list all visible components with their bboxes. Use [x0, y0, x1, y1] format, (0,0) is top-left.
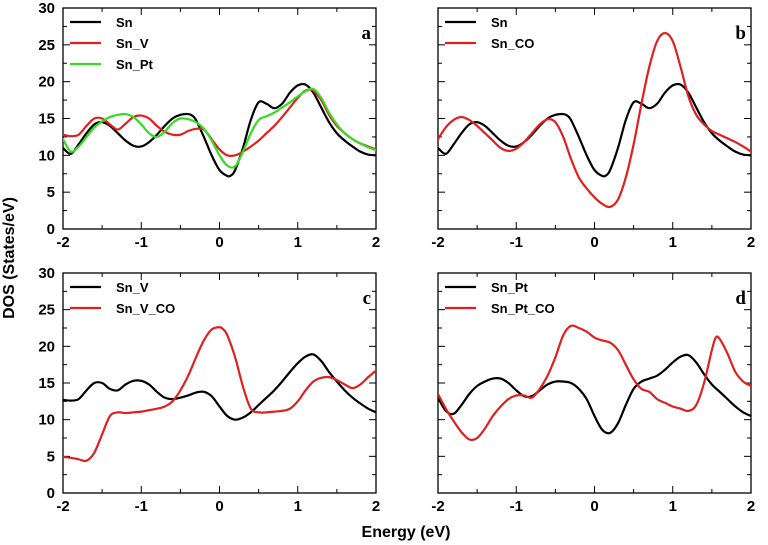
legend-label: Sn_V_CO — [116, 301, 175, 316]
legend: Sn Sn_CO — [445, 15, 534, 51]
series-group — [63, 82, 376, 178]
legend-label: Sn_V — [116, 36, 149, 51]
legend-label: Sn — [116, 15, 133, 30]
x-tick-label: -2 — [431, 498, 444, 515]
legend-label: Sn_Pt — [491, 280, 529, 295]
x-tick-label: -2 — [431, 234, 444, 251]
y-tick-label: 25 — [38, 37, 55, 54]
series-line-sn — [438, 82, 751, 178]
x-tick-label: 0 — [590, 234, 598, 251]
legend-label: Sn_Pt — [116, 57, 154, 72]
y-tick-label: 25 — [38, 302, 55, 319]
y-tick-label: 0 — [47, 485, 55, 502]
x-axis-title: Energy (eV) — [362, 524, 451, 541]
x-tick-label: 1 — [294, 234, 302, 251]
series-group — [63, 326, 376, 463]
series-group — [438, 324, 751, 442]
x-tick-label: -1 — [135, 234, 148, 251]
legend-label: Sn_CO — [491, 36, 534, 51]
panel-b: -2 -1 0 1 2 Sn Sn_CO b — [431, 7, 755, 251]
y-tick-label: 20 — [38, 338, 55, 355]
series-line-sn-pt-co — [438, 324, 751, 442]
legend: Sn_Pt Sn_Pt_CO — [445, 280, 555, 316]
series-group — [438, 31, 751, 209]
y-tick-label: 30 — [38, 265, 55, 282]
y-tick-label: 10 — [38, 147, 55, 164]
series-line-sn-pt — [63, 87, 376, 169]
panel-letter: b — [735, 23, 746, 44]
x-tick-label: 0 — [215, 498, 223, 515]
panel-letter: d — [735, 288, 746, 309]
x-tick-label: 0 — [590, 498, 598, 515]
x-tick-label: -1 — [135, 498, 148, 515]
x-tick-label: 1 — [294, 498, 302, 515]
legend-label: Sn_Pt_CO — [491, 301, 555, 316]
y-axis-title: DOS (States/eV) — [1, 197, 18, 319]
legend-label: Sn — [491, 15, 508, 30]
legend: Sn Sn_V Sn_Pt — [70, 15, 154, 72]
y-tick-label: 5 — [47, 448, 55, 465]
y-tick-label: 5 — [47, 184, 55, 201]
series-line-sn-pt — [438, 353, 751, 435]
panel-d: -2 -1 0 1 2 Sn_Pt Sn_Pt_CO d — [431, 272, 755, 515]
x-tick-label: 2 — [747, 234, 755, 251]
y-tick-label: 10 — [38, 412, 55, 429]
x-tick-label: -2 — [56, 498, 69, 515]
y-tick-label: 15 — [38, 111, 55, 128]
series-line-sn — [63, 82, 376, 178]
x-tick-label: 1 — [669, 498, 677, 515]
plot-frame — [62, 7, 377, 230]
legend-label: Sn_V — [116, 280, 149, 295]
y-tick-label: 20 — [38, 74, 55, 91]
panel-letter: a — [362, 23, 372, 44]
series-line-sn-co — [438, 31, 751, 209]
x-tick-label: 2 — [372, 498, 380, 515]
y-tick-label: 30 — [38, 0, 55, 17]
y-tick-label: 15 — [38, 375, 55, 392]
x-tick-label: 2 — [372, 234, 380, 251]
panel-letter: c — [363, 288, 371, 309]
x-tick-label: 1 — [669, 234, 677, 251]
series-line-sn-v-co — [63, 326, 376, 463]
x-tick-label: 2 — [747, 498, 755, 515]
x-tick-label: -1 — [510, 234, 523, 251]
x-tick-label: -1 — [510, 498, 523, 515]
y-tick-label: 0 — [47, 221, 55, 238]
plot-frame — [62, 272, 377, 494]
x-tick-label: 0 — [215, 234, 223, 251]
series-line-sn-v — [63, 353, 376, 421]
x-tick-label: -2 — [56, 234, 69, 251]
legend: Sn_V Sn_V_CO — [70, 280, 175, 316]
